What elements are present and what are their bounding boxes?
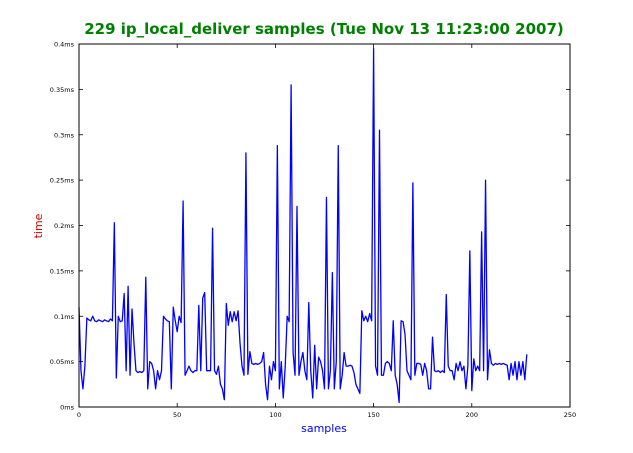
y-tick-label: 0.05ms <box>50 358 75 366</box>
y-tick-label: 0.35ms <box>50 86 75 94</box>
y-tick-label: 0.2ms <box>54 222 75 230</box>
y-tick-label: 0.15ms <box>50 267 75 275</box>
y-tick-label: 0.1ms <box>54 313 75 321</box>
x-tick-label: 150 <box>367 411 379 419</box>
x-axis-ticks: 0 50 100 150 200 250 <box>77 44 576 419</box>
series-layer <box>78 47 528 404</box>
x-tick-label: 100 <box>269 411 281 419</box>
y-axis-label: time <box>32 213 45 238</box>
y-tick-label: 0.3ms <box>54 131 75 139</box>
chart-title: 229 ip_local_deliver samples (Tue Nov 13… <box>84 20 564 38</box>
x-tick-label: 50 <box>173 411 181 419</box>
y-tick-label: 0ms <box>60 404 74 412</box>
y-tick-label: 0.4ms <box>54 41 75 49</box>
y-tick-label: 0.25ms <box>50 177 75 185</box>
x-tick-label: 250 <box>564 411 576 419</box>
y-axis-ticks: 0ms 0.05ms 0.1ms 0.15ms 0.2ms 0.25ms 0.3ms 0.35… <box>50 41 570 412</box>
series-line-0 <box>78 47 528 404</box>
x-tick-label: 0 <box>77 411 81 419</box>
x-axis-label: samples <box>301 422 347 435</box>
plot-area: 0 50 100 150 200 250 0ms 0.05ms 0.1ms 0.15ms 0.2m… <box>50 41 576 420</box>
x-tick-label: 200 <box>466 411 478 419</box>
